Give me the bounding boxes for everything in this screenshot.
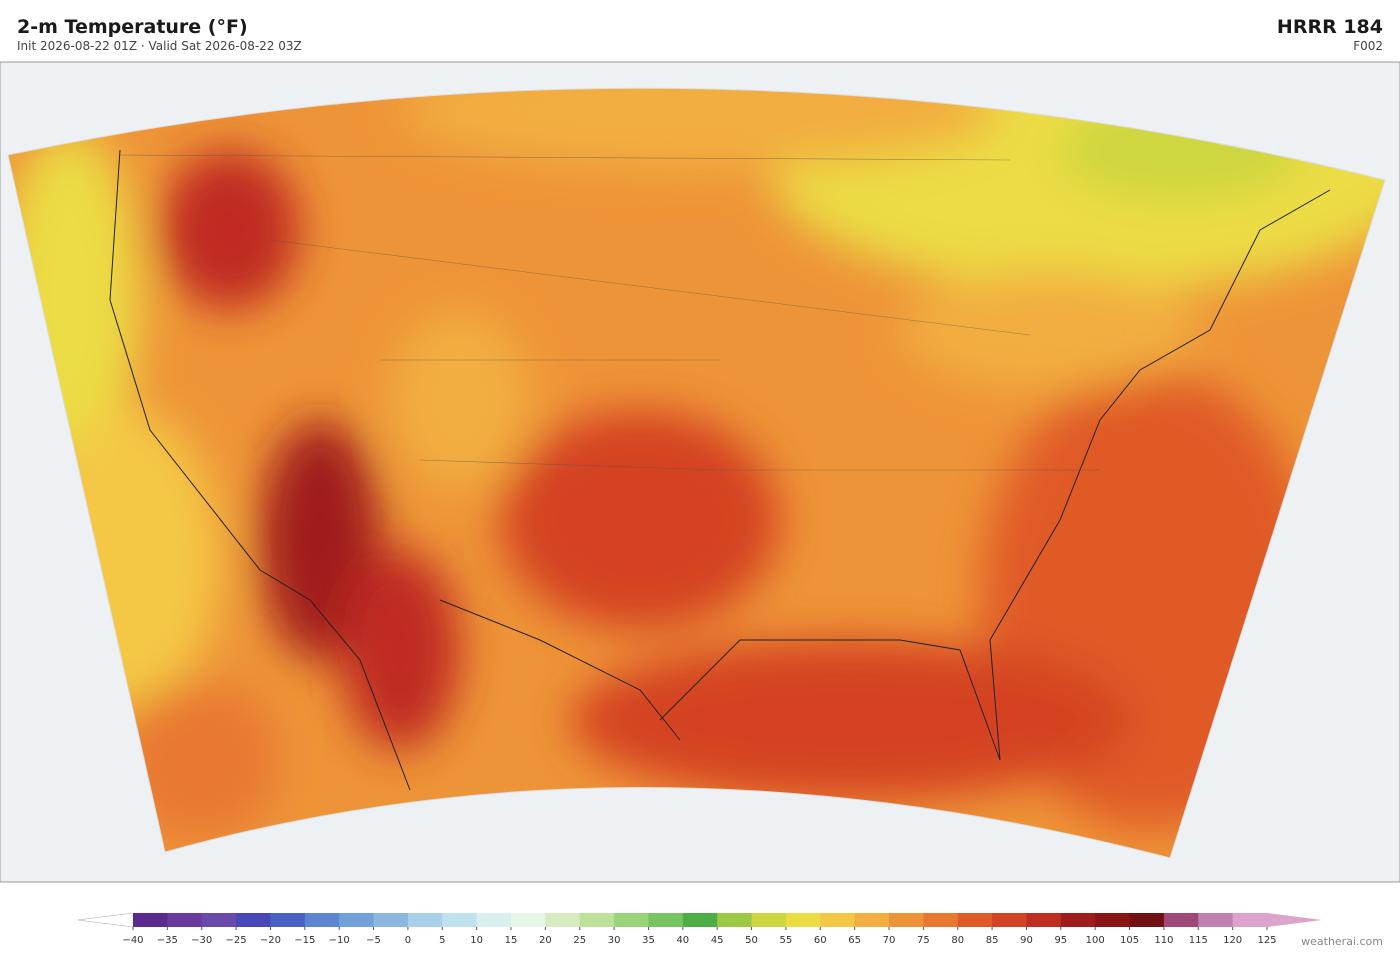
colorbar-bin — [957, 913, 993, 927]
colorbar-tick-label: 70 — [883, 935, 896, 946]
colorbar-bin — [820, 913, 856, 927]
colorbar-tick-label: 45 — [711, 935, 724, 946]
colorbar-bin — [201, 913, 237, 927]
colorbar: −40 −35 −30 −25 −20 −15 −10 −5 0 5 10 15 20 25 30 35 40 4… — [77, 912, 1322, 946]
colorbar-tick-label: 35 — [642, 935, 655, 946]
state-borders — [119, 154, 1100, 471]
colorbar-over — [1267, 913, 1322, 927]
colorbar-bin — [889, 913, 924, 927]
colorbar-bin — [992, 913, 1027, 927]
colorbar-tick-label: 115 — [1189, 935, 1208, 946]
colorbar-bin — [682, 913, 718, 927]
model-name: HRRR 184 — [1276, 16, 1383, 38]
colorbar-tick-label: 30 — [608, 935, 621, 946]
colorbar-bin — [614, 913, 649, 927]
colorbar-bin — [511, 913, 546, 927]
colorbar-tick-label: 120 — [1223, 935, 1242, 946]
colorbar-bin — [1232, 913, 1268, 927]
colorbar-tick-label: −10 — [329, 935, 350, 946]
colorbar-bin — [579, 913, 615, 927]
colorbar-tick-label: 0 — [405, 935, 411, 946]
colorbar-bin — [1060, 913, 1096, 927]
colorbar-tick-label: 100 — [1086, 935, 1105, 946]
title: 2-m Temperature (°F) — [17, 16, 248, 38]
colorbar-tick-label: 125 — [1257, 935, 1276, 946]
subtitle: Init 2026-08-22 01Z · Valid Sat 2026-08-… — [17, 39, 302, 53]
colorbar-bin — [1198, 913, 1234, 927]
colorbar-bin — [717, 913, 753, 927]
forecast-hour: F002 — [1353, 39, 1383, 53]
colorbar-tick-label: 110 — [1154, 935, 1173, 946]
colorbar-bin — [785, 913, 821, 927]
colorbar-tick-label: 60 — [814, 935, 827, 946]
colorbar-bin — [476, 913, 512, 927]
colorbar-tick-label: 75 — [917, 935, 930, 946]
colorbar-bin — [1095, 913, 1131, 927]
colorbar-tick-label: −15 — [294, 935, 315, 946]
colorbar-tick-label: 95 — [1054, 935, 1067, 946]
domain-outline — [7, 87, 1386, 859]
colorbar-tick-label: −25 — [226, 935, 247, 946]
colorbar-bin — [751, 913, 787, 927]
colorbar-bin — [1026, 913, 1062, 927]
colorbar-under — [77, 912, 134, 928]
colorbar-tick-label: 90 — [1020, 935, 1033, 946]
colorbar-bin — [167, 913, 203, 927]
colorbar-bin — [339, 913, 375, 927]
colorbar-tick-label: 55 — [780, 935, 793, 946]
colorbar-tick-label: −30 — [191, 935, 212, 946]
colorbar-tick-label: 25 — [573, 935, 586, 946]
colorbar-bin — [545, 913, 581, 927]
colorbar-bin — [270, 913, 306, 927]
colorbar-tick-label: 65 — [848, 935, 861, 946]
colorbar-tick-label: 80 — [951, 935, 964, 946]
colorbar-bin — [1163, 913, 1199, 927]
colorbar-bin — [1129, 913, 1165, 927]
colorbar-bin — [923, 913, 959, 927]
colorbar-bin — [648, 913, 684, 927]
colorbar-tick-label: −20 — [260, 935, 281, 946]
coastline — [109, 149, 1331, 791]
colorbar-tick-label: 40 — [676, 935, 689, 946]
colorbar-tick-label: 85 — [986, 935, 999, 946]
colorbar-bin — [442, 913, 478, 927]
colorbar-tick-label: 50 — [745, 935, 758, 946]
colorbar-tick-label: −40 — [122, 935, 143, 946]
colorbar-tick-label: 20 — [539, 935, 552, 946]
colorbar-tick-label: 15 — [505, 935, 518, 946]
colorbar-bin — [133, 913, 168, 927]
colorbar-tick-label: 5 — [439, 935, 445, 946]
colorbar-bin — [854, 913, 890, 927]
colorbar-tick-label: −35 — [157, 935, 178, 946]
colorbar-bin — [407, 913, 443, 927]
colorbar-bin — [373, 913, 409, 927]
colorbar-tick-label: 105 — [1120, 935, 1139, 946]
credit: weatherai.com — [1301, 935, 1383, 948]
colorbar-tick-label: −5 — [366, 935, 381, 946]
colorbar-bin — [304, 913, 340, 927]
colorbar-bin — [236, 913, 271, 927]
colorbar-tick-label: 10 — [470, 935, 483, 946]
